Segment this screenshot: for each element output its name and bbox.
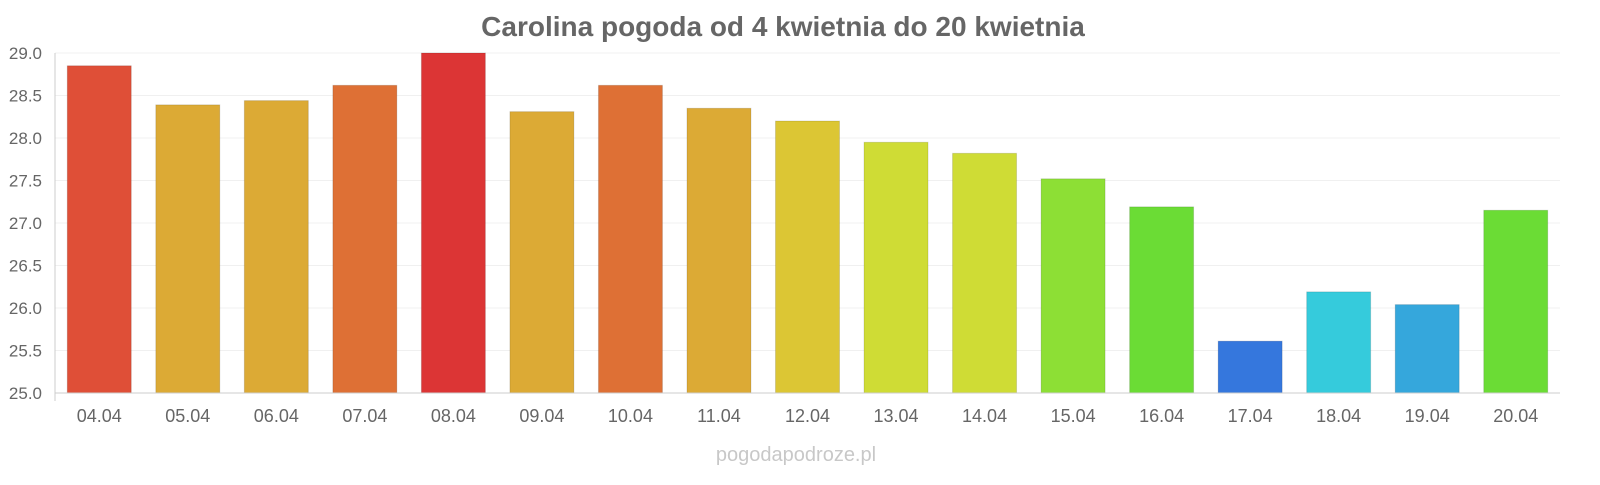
bar-16.04 bbox=[1129, 206, 1195, 394]
bar-06.04 bbox=[243, 100, 309, 394]
x-tick-label: 10.04 bbox=[608, 406, 653, 426]
y-tick-label: 26.5 bbox=[9, 257, 42, 276]
chart-title: Carolina pogoda od 4 kwietnia do 20 kwie… bbox=[481, 11, 1085, 42]
x-tick-label: 19.04 bbox=[1405, 406, 1450, 426]
bar-08.04 bbox=[420, 52, 486, 394]
x-tick-label: 11.04 bbox=[697, 406, 741, 426]
bar-04.04 bbox=[66, 65, 132, 394]
x-tick-label: 09.04 bbox=[519, 406, 564, 426]
x-tick-label: 16.04 bbox=[1139, 406, 1184, 426]
bar-09.04 bbox=[509, 111, 575, 394]
bar-05.04 bbox=[155, 104, 221, 394]
y-tick-label: 25.0 bbox=[9, 384, 42, 403]
bar-17.04 bbox=[1217, 340, 1283, 394]
x-tick-label: 12.04 bbox=[785, 406, 830, 426]
bar-12.04 bbox=[775, 120, 840, 394]
bar-15.04 bbox=[1040, 178, 1106, 394]
x-tick-label: 18.04 bbox=[1316, 406, 1361, 426]
y-tick-label: 27.5 bbox=[9, 172, 42, 191]
x-tick-label: 07.04 bbox=[342, 406, 387, 426]
x-tick-label: 17.04 bbox=[1228, 406, 1273, 426]
x-tick-label: 14.04 bbox=[962, 406, 1007, 426]
y-tick-label: 28.5 bbox=[9, 87, 42, 106]
x-tick-label: 20.04 bbox=[1493, 406, 1538, 426]
x-tick-label: 05.04 bbox=[165, 406, 210, 426]
x-tick-label: 13.04 bbox=[874, 406, 919, 426]
x-tick-label: 08.04 bbox=[431, 406, 476, 426]
y-tick-label: 29.0 bbox=[9, 44, 42, 63]
watermark: pogodapodroze.pl bbox=[716, 444, 876, 466]
bar-19.04 bbox=[1394, 304, 1460, 394]
bar-20.04 bbox=[1483, 209, 1549, 394]
y-tick-label: 25.5 bbox=[9, 342, 42, 361]
bar-11.04 bbox=[686, 107, 752, 394]
x-tick-label: 04.04 bbox=[77, 406, 122, 426]
y-tick-label: 28.0 bbox=[9, 129, 42, 148]
y-tick-label: 27.0 bbox=[9, 214, 42, 233]
bar-13.04 bbox=[863, 141, 929, 394]
bar-07.04 bbox=[332, 84, 398, 394]
bar-14.04 bbox=[952, 152, 1018, 394]
x-tick-label: 06.04 bbox=[254, 406, 299, 426]
x-tick-label: 15.04 bbox=[1051, 406, 1096, 426]
bar-18.04 bbox=[1306, 291, 1372, 394]
y-tick-label: 26.0 bbox=[9, 299, 42, 318]
bar-10.04 bbox=[597, 84, 663, 394]
